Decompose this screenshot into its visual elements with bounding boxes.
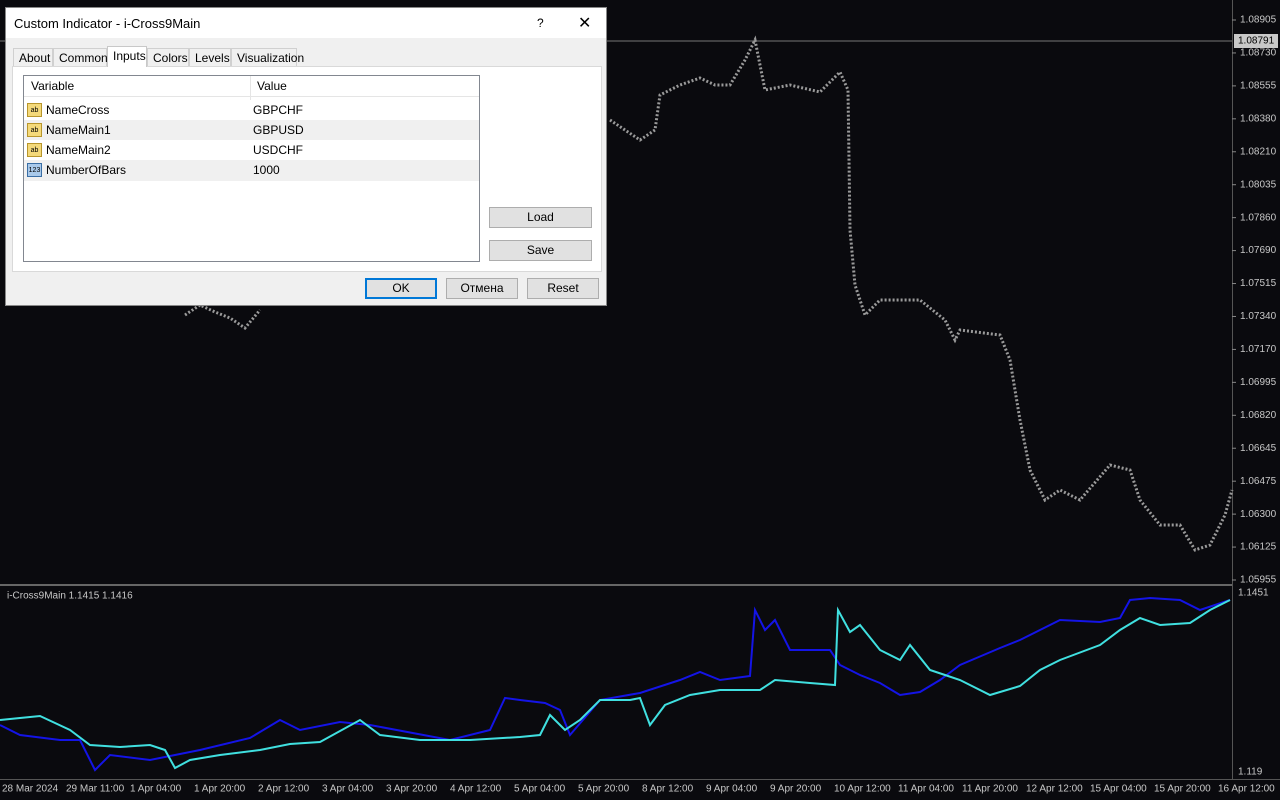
table-row[interactable]: 123 NumberOfBars 1000 [24,160,479,181]
time-label: 12 Apr 12:00 [1026,784,1083,795]
time-label: 5 Apr 04:00 [514,784,566,795]
title-bar: Custom Indicator - i-Cross9Main ? ✕ [6,8,606,38]
time-label: 1 Apr 20:00 [194,784,246,795]
save-button[interactable]: Save [489,240,592,261]
price-label: 1.07515 [1240,278,1277,289]
tab[interactable]: Levels [189,48,231,66]
indicator-label: i-Cross9Main 1.1415 1.1416 [7,591,133,602]
time-label: 3 Apr 20:00 [386,784,438,795]
inputs-table: Variable Value ab NameCross GBPCHF ab NameMa… [23,75,480,262]
time-label: 3 Apr 04:00 [322,784,374,795]
row-icon: ab [27,143,42,157]
indicator-line-blue [0,596,1231,772]
row-icon: 123 [27,163,42,177]
value-cell: USDCHF [253,143,303,157]
tab[interactable]: Colors [147,48,189,66]
indicator-axis-label: 1.119 [1238,767,1263,778]
time-label: 15 Apr 20:00 [1154,784,1211,795]
time-label: 5 Apr 20:00 [578,784,630,795]
ok-button[interactable]: OK [365,278,437,299]
time-label: 9 Apr 20:00 [770,784,822,795]
close-button[interactable]: ✕ [578,15,592,32]
header-cell: Variable [31,79,75,93]
price-label: 1.06475 [1240,476,1277,487]
price-label: 1.06300 [1240,509,1277,520]
reset-button[interactable]: Reset [527,278,599,299]
price-label: 1.08380 [1240,113,1277,124]
price-label: 1.08035 [1240,179,1277,190]
time-label: 1 Apr 04:00 [130,784,182,795]
variable-cell: NameCross [46,103,110,117]
price-label: 1.07860 [1240,212,1277,223]
time-label: 11 Apr 04:00 [898,784,954,795]
tab[interactable]: About [13,48,53,66]
price-label: 1.06820 [1240,410,1277,421]
price-label: 1.05955 [1240,575,1277,586]
price-label: 1.08555 [1240,81,1277,92]
row-icon: ab [27,103,42,117]
header-cell: Value [257,79,287,93]
time-label: 11 Apr 20:00 [962,784,1018,795]
price-label: 1.07690 [1240,245,1277,256]
price-candles [184,35,1234,552]
dialog: Custom Indicator - i-Cross9Main ? ✕ Abou… [5,7,607,306]
price-label: 1.08210 [1240,146,1277,157]
time-label: 29 Mar 11:00 [66,784,125,795]
price-axis-border [1232,0,1233,780]
table-row[interactable]: ab NameMain2 USDCHF [24,140,479,161]
price-label: 1.08730 [1240,48,1277,59]
price-label: 1.06645 [1240,443,1277,454]
price-label: 1.07340 [1240,311,1277,322]
current-price-box [1234,34,1278,48]
variable-cell: NumberOfBars [46,163,127,177]
time-label: 16 Apr 12:00 [1218,784,1275,795]
value-cell: 1000 [253,163,280,177]
table-header: Variable Value [24,76,479,97]
price-label: 1.08905 [1240,15,1277,26]
indicator-axis-label: 1.1451 [1238,588,1269,599]
help-button[interactable]: ? [537,16,544,30]
pane-separator [0,584,1232,586]
time-label: 4 Apr 12:00 [450,784,502,795]
time-axis-border [0,779,1280,780]
row-icon: ab [27,123,42,137]
tab[interactable]: Common [53,48,108,66]
current-price: 1.08791 [1238,36,1275,47]
tab[interactable]: Visualization [231,48,304,66]
table-row[interactable]: ab NameMain1 GBPUSD [24,120,479,141]
cancel-button[interactable]: Отмена [446,278,518,299]
time-label: 10 Apr 12:00 [834,784,891,795]
load-button[interactable]: Load [489,207,592,228]
variable-cell: NameMain1 [46,123,111,137]
time-label: 9 Apr 04:00 [706,784,758,795]
time-label: 2 Apr 12:00 [258,784,310,795]
time-label: 8 Apr 12:00 [642,784,694,795]
time-label: 28 Mar 2024 [2,784,59,795]
price-label: 1.06125 [1240,542,1277,553]
table-row[interactable]: ab NameCross GBPCHF [24,100,479,121]
variable-cell: NameMain2 [46,143,111,157]
indicator-line-cyan [0,599,1231,770]
price-label: 1.06995 [1240,377,1277,388]
dialog-title: Custom Indicator - i-Cross9Main [14,16,201,31]
tab[interactable]: Inputs [107,46,147,67]
value-cell: GBPCHF [253,103,304,117]
value-cell: GBPUSD [253,123,304,137]
price-label: 1.07170 [1240,344,1277,355]
time-label: 15 Apr 04:00 [1090,784,1147,795]
